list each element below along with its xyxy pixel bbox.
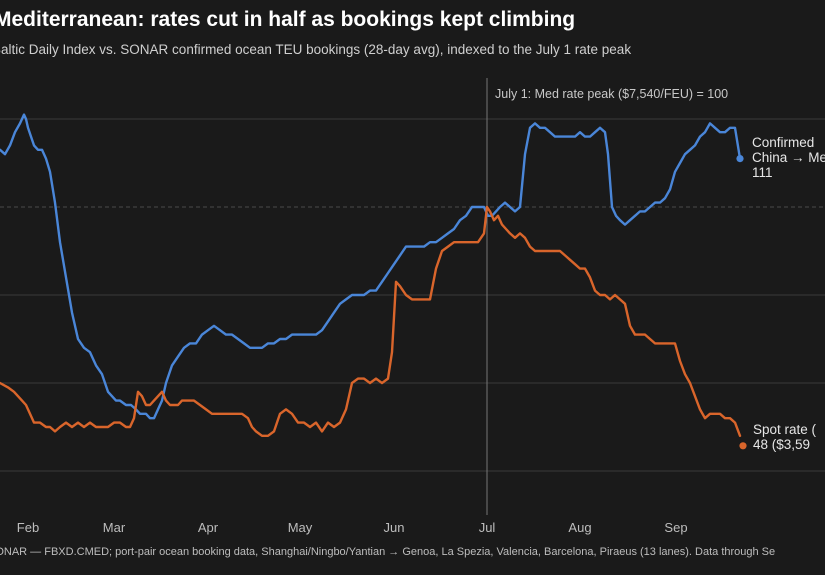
bookings-label: Confirmed [752,135,814,150]
bookings-end-point [736,155,744,163]
x-tick-label: Mar [103,520,126,535]
spot-rate-line [0,205,742,437]
x-tick-label: Sep [664,520,687,535]
gridlines [0,118,825,472]
chart-subtitle: Baltic Daily Index vs. SONAR confirmed o… [0,42,632,57]
x-tick-label: Feb [17,520,39,535]
x-axis: Feb Mar Apr May Jun Jul Aug Sep [17,520,688,535]
spot-rate-end-point [739,442,747,450]
bookings-label: 111 [752,165,773,180]
source-note: SONAR — FBXD.CMED; port-pair ocean booki… [0,546,776,558]
x-tick-label: Jul [479,520,496,535]
x-tick-label: May [288,520,313,535]
annotation: July 1: Med rate peak ($7,540/FEU) = 100 [486,78,728,515]
x-tick-label: Apr [198,520,219,535]
chart-title: Mediterranean: rates cut in half as book… [0,8,576,31]
bookings-line [0,113,742,420]
annotation-text: July 1: Med rate peak ($7,540/FEU) = 100 [495,87,728,101]
spot-rate-label: Spot rate ( [753,422,817,437]
series-group [0,113,747,450]
x-tick-label: Aug [568,520,591,535]
spot-rate-label: 48 ($3,59 [753,437,810,452]
bookings-label: China → Me [752,150,825,165]
x-tick-label: Jun [384,520,405,535]
